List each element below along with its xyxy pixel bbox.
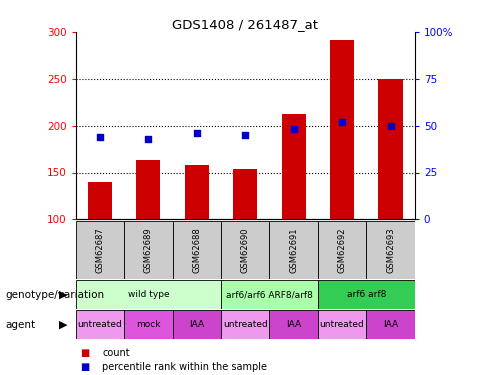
Bar (124, 310, 173, 339)
Point (338, 119, 346, 125)
Bar (318, 310, 366, 339)
Text: count: count (102, 348, 130, 358)
Text: wild type: wild type (127, 290, 169, 299)
Text: arf6 arf8: arf6 arf8 (346, 290, 386, 299)
Bar (233, 169, 257, 219)
Bar (379, 79, 403, 219)
Bar (173, 310, 221, 339)
Text: percentile rank within the sample: percentile rank within the sample (102, 362, 267, 372)
Bar (76, 280, 221, 309)
Bar (366, 310, 415, 339)
Text: genotype/variation: genotype/variation (5, 290, 104, 300)
Text: IAA: IAA (286, 320, 301, 329)
Text: GSM62691: GSM62691 (289, 228, 298, 273)
Bar (318, 280, 415, 309)
Point (290, 126, 298, 132)
Text: untreated: untreated (320, 320, 365, 329)
Bar (221, 310, 269, 339)
Bar (221, 221, 269, 279)
Bar (269, 221, 318, 279)
Point (96, 134, 104, 140)
Bar (330, 40, 354, 219)
Bar (269, 310, 318, 339)
Text: IAA: IAA (189, 320, 204, 329)
Text: GSM62689: GSM62689 (144, 228, 153, 273)
Text: GSM62687: GSM62687 (95, 227, 104, 273)
Text: untreated: untreated (78, 320, 122, 329)
Text: ▶: ▶ (59, 290, 68, 300)
Text: mock: mock (136, 320, 161, 329)
Text: GSM62693: GSM62693 (386, 228, 395, 273)
Bar (366, 221, 415, 279)
Text: ▶: ▶ (59, 320, 68, 330)
Bar (124, 221, 173, 279)
Bar (221, 280, 318, 309)
Bar (282, 114, 306, 219)
Text: arf6/arf6 ARF8/arf8: arf6/arf6 ARF8/arf8 (226, 290, 313, 299)
Bar (184, 165, 209, 219)
Text: IAA: IAA (383, 320, 398, 329)
Text: GSM62688: GSM62688 (192, 227, 201, 273)
Bar (76, 310, 124, 339)
Bar (173, 221, 221, 279)
Bar (76, 221, 124, 279)
Point (242, 132, 249, 138)
Title: GDS1408 / 261487_at: GDS1408 / 261487_at (172, 18, 318, 31)
Text: ■: ■ (81, 362, 90, 372)
Point (386, 123, 394, 129)
Text: ■: ■ (81, 348, 90, 358)
Point (193, 130, 201, 136)
Text: GSM62690: GSM62690 (241, 228, 250, 273)
Text: untreated: untreated (223, 320, 267, 329)
Text: agent: agent (5, 320, 35, 330)
Point (144, 136, 152, 142)
Text: GSM62692: GSM62692 (338, 228, 346, 273)
Bar (88, 182, 112, 219)
Bar (318, 221, 366, 279)
Bar (136, 160, 161, 219)
